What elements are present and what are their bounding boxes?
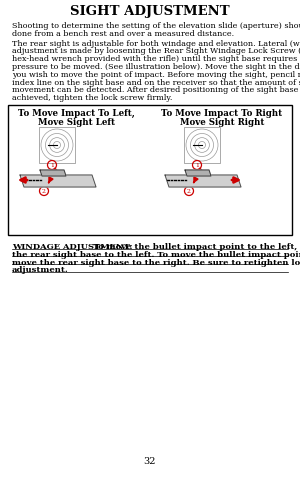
Text: hex-head wrench provided with the rifle) until the sight base requires finger: hex-head wrench provided with the rifle)… [12,55,300,63]
Text: The rear sight is adjustable for both windage and elevation. Lateral (windage): The rear sight is adjustable for both wi… [12,40,300,47]
Text: Move Sight Left: Move Sight Left [38,118,115,127]
Bar [39,127,75,163]
Text: the rear sight base to the left. To move the bullet impact point to the right,: the rear sight base to the left. To move… [12,251,300,259]
Text: WINDAGE ADJUSTMENT:: WINDAGE ADJUSTMENT: [12,243,133,251]
Text: done from a bench rest and over a measured distance.: done from a bench rest and over a measur… [12,30,234,38]
Text: move the rear sight base to the right. Be sure to retighten lock screw after: move the rear sight base to the right. B… [12,259,300,267]
Polygon shape [165,175,241,187]
Text: 2: 2 [187,189,191,194]
Text: To move the bullet impact point to the left, move: To move the bullet impact point to the l… [90,243,300,251]
Polygon shape [40,170,66,176]
Text: index line on the sight base and on the receiver so that the amount of sight: index line on the sight base and on the … [12,79,300,87]
Text: To Move Impact To Right: To Move Impact To Right [161,109,283,118]
Text: you wish to move the point of impact. Before moving the sight, pencil mark an: you wish to move the point of impact. Be… [12,71,300,79]
Bar [8,105,292,235]
Text: pressure to be moved. (See illustration below). Move the sight in the direction: pressure to be moved. (See illustration … [12,63,300,71]
Text: 1: 1 [50,162,54,168]
Text: To Move Impact To Left,: To Move Impact To Left, [18,109,134,118]
Text: adjustment is made by loosening the Rear Sight Windage Lock Screw (with the: adjustment is made by loosening the Rear… [12,47,300,56]
Text: Move Sight Right: Move Sight Right [180,118,264,127]
Text: Shooting to determine the setting of the elevation slide (aperture) should be: Shooting to determine the setting of the… [12,22,300,30]
Text: movement can be detected. After desired positioning of the sight base has been: movement can be detected. After desired … [12,86,300,94]
Text: 2: 2 [42,189,46,194]
Text: 32: 32 [144,457,156,466]
Polygon shape [20,175,96,187]
Text: SIGHT ADJUSTMENT: SIGHT ADJUSTMENT [70,5,230,18]
Text: adjustment.: adjustment. [12,266,69,274]
Bar [184,127,220,163]
Polygon shape [185,170,211,176]
Text: 1: 1 [195,162,199,168]
Text: achieved, tighten the lock screw firmly.: achieved, tighten the lock screw firmly. [12,94,172,102]
